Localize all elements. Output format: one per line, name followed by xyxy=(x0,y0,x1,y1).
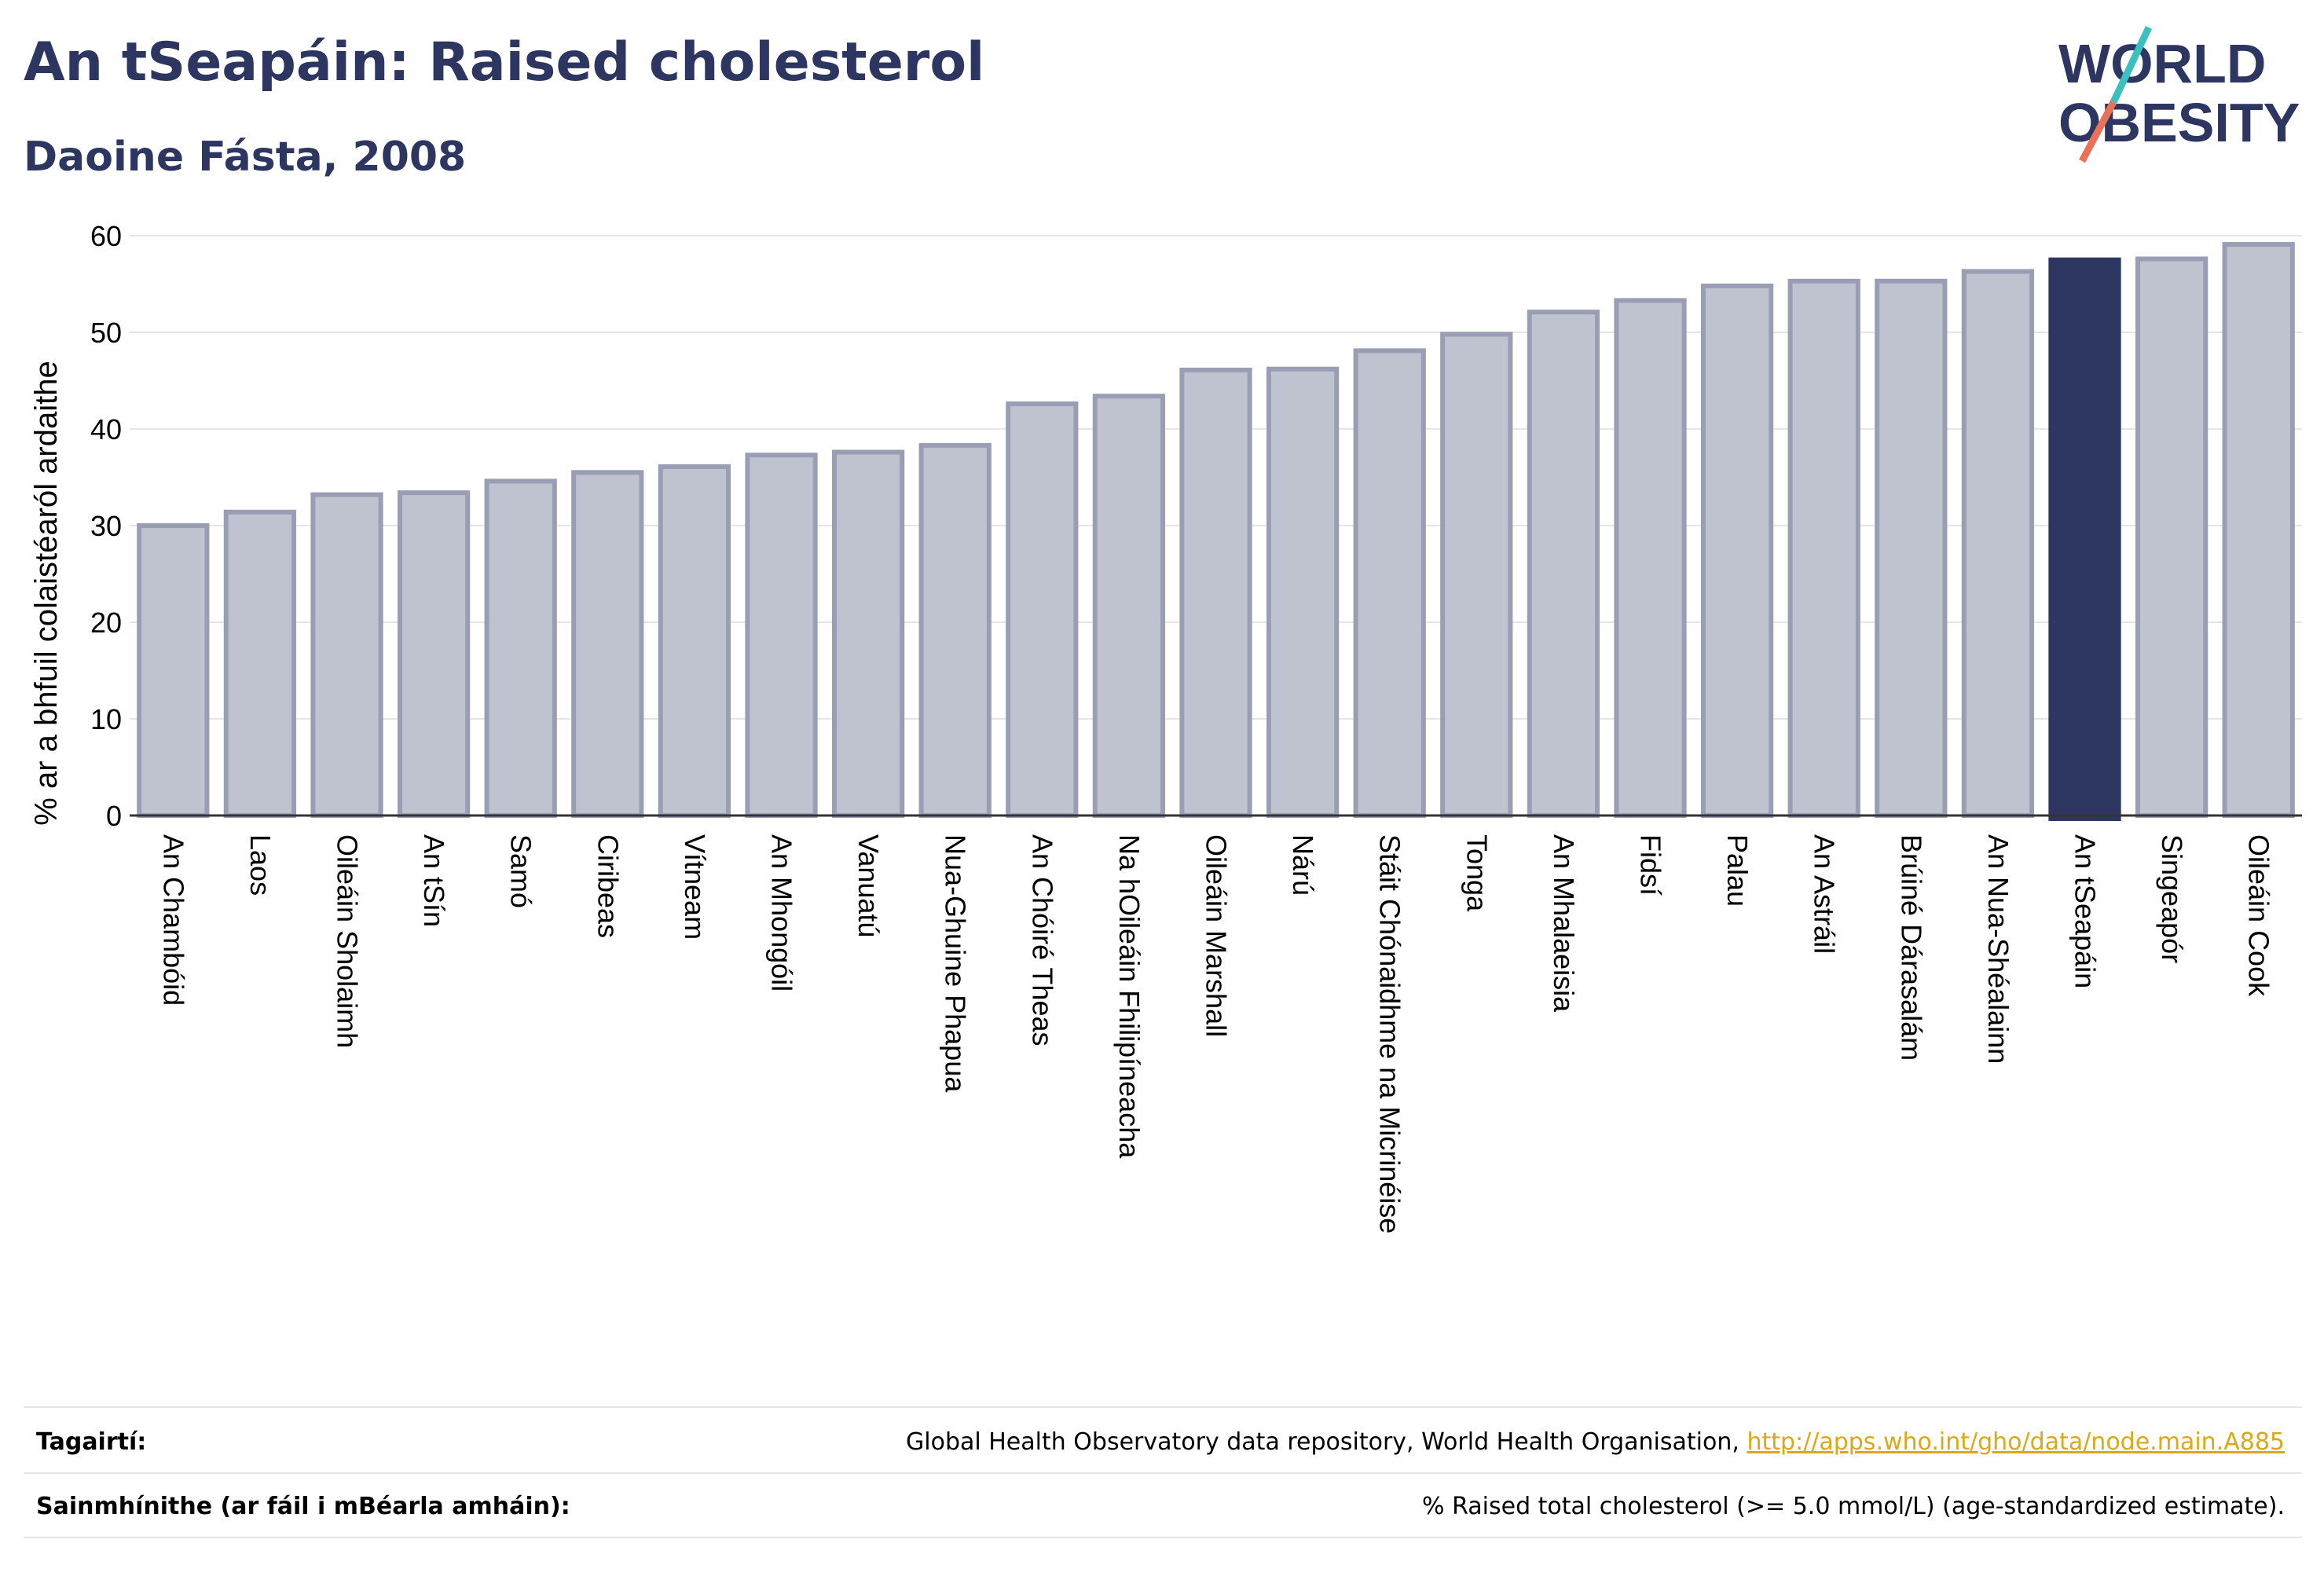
footer-divider-bottom xyxy=(24,1537,2302,1538)
bar xyxy=(1527,310,1600,819)
x-tick-label: Ciribeas xyxy=(592,834,624,938)
x-tick-label: Vítneam xyxy=(679,834,711,940)
x-tick-label: An tSeapáin xyxy=(2069,834,2102,988)
bar xyxy=(137,523,210,818)
x-tick-label: Vanuatú xyxy=(852,834,885,937)
definitions-value: % Raised total cholesterol (>= 5.0 mmol/… xyxy=(1422,1493,2285,1520)
x-tick-labels: An Chambóid Laos Oileáin Sholaimh An tSín Sa… xyxy=(157,834,2275,1233)
bar xyxy=(1266,366,1340,818)
bar-chart: 0 10 20 30 40 50 60 An Chambóid Laos Oileáin Sho… xyxy=(29,220,2302,1233)
bar xyxy=(1875,278,1948,818)
x-tick-label: Samó xyxy=(505,834,537,908)
x-tick-label: Oileáin Sholaimh xyxy=(332,834,364,1048)
references-text: Global Health Observatory data repositor… xyxy=(906,1428,1747,1456)
bars xyxy=(137,242,2295,821)
world-obesity-logo: WORLD OBESITY xyxy=(2058,26,2300,163)
x-tick-label: Oileáin Cook xyxy=(2243,834,2275,997)
x-tick-label: Stáit Chónaidhme na Micrinéise xyxy=(1374,834,1406,1233)
bar xyxy=(658,464,731,818)
y-tick-labels: 0 10 20 30 40 50 60 xyxy=(90,220,122,832)
chart-subtitle: Daoine Fásta, 2008 xyxy=(24,134,467,181)
x-tick-label: Nua-Ghuine Phapua xyxy=(940,834,972,1093)
x-tick-label: An Mhalaeisia xyxy=(1548,834,1580,1013)
bar xyxy=(1700,283,1774,818)
bar xyxy=(1006,401,1079,818)
bar xyxy=(1787,278,1860,818)
references-value: Global Health Observatory data repositor… xyxy=(906,1428,2285,1456)
logo-line1: WORLD xyxy=(2058,33,2266,94)
x-tick-label: An tSín xyxy=(418,834,450,927)
bar-highlighted xyxy=(2048,257,2121,821)
bar xyxy=(310,492,383,818)
x-tick-label: Na hOileáin Fhilipíneacha xyxy=(1113,834,1146,1159)
x-tick-label: An Mhongóil xyxy=(766,834,798,991)
bar xyxy=(1440,332,1513,818)
bar xyxy=(1092,394,1166,818)
bar xyxy=(1961,269,2035,818)
x-tick-label: An Nua-Shéalainn xyxy=(1982,834,2014,1064)
bar xyxy=(1179,367,1252,819)
chart-title: An tSeapáin: Raised cholesterol xyxy=(24,31,985,93)
x-tick-label: An Chambóid xyxy=(157,834,189,1006)
y-tick-label: 20 xyxy=(90,607,122,639)
y-tick-label: 50 xyxy=(90,317,122,349)
bar xyxy=(2222,242,2295,818)
definitions-label: Sainmhínithe (ar fáil i mBéarla amháin): xyxy=(36,1493,570,1520)
bar xyxy=(571,470,644,818)
y-tick-label: 40 xyxy=(90,413,122,445)
x-tick-label: Fidsí xyxy=(1635,834,1667,896)
x-tick-label: Oileáin Marshall xyxy=(1200,834,1233,1037)
bar xyxy=(831,449,905,819)
bar xyxy=(918,442,992,818)
bar xyxy=(2135,256,2209,818)
x-tick-label: Laos xyxy=(244,834,277,896)
logo-slash-top xyxy=(2110,26,2153,104)
references-link[interactable]: http://apps.who.int/gho/data/node.main.A… xyxy=(1747,1428,2285,1456)
x-tick-label: An Astráil xyxy=(1809,834,1841,954)
references-label: Tagairtí: xyxy=(36,1428,147,1456)
bar xyxy=(1614,298,1687,819)
bar xyxy=(1353,348,1426,818)
y-tick-label: 60 xyxy=(90,220,122,252)
bar xyxy=(223,509,297,819)
y-tick-label: 0 xyxy=(106,800,122,832)
y-tick-label: 30 xyxy=(90,510,122,542)
x-tick-label: Palau xyxy=(1721,834,1754,907)
bar xyxy=(484,478,557,818)
footer-divider-middle xyxy=(24,1472,2302,1474)
y-axis-label: % ar a bhfuil colaistéaról ardaithe xyxy=(29,361,64,825)
x-tick-label: Singeapór xyxy=(2156,834,2188,963)
x-tick-label: Brúiné Dárasalám xyxy=(1895,834,1927,1061)
bar xyxy=(397,490,471,818)
x-tick-label: Nárú xyxy=(1287,834,1319,896)
y-tick-label: 10 xyxy=(90,703,122,735)
footer-divider-top xyxy=(24,1406,2302,1408)
x-tick-label: An Chóiré Theas xyxy=(1026,834,1058,1046)
logo-slash-bottom xyxy=(2079,100,2117,163)
x-tick-label: Tonga xyxy=(1461,834,1493,912)
bar xyxy=(745,453,818,819)
